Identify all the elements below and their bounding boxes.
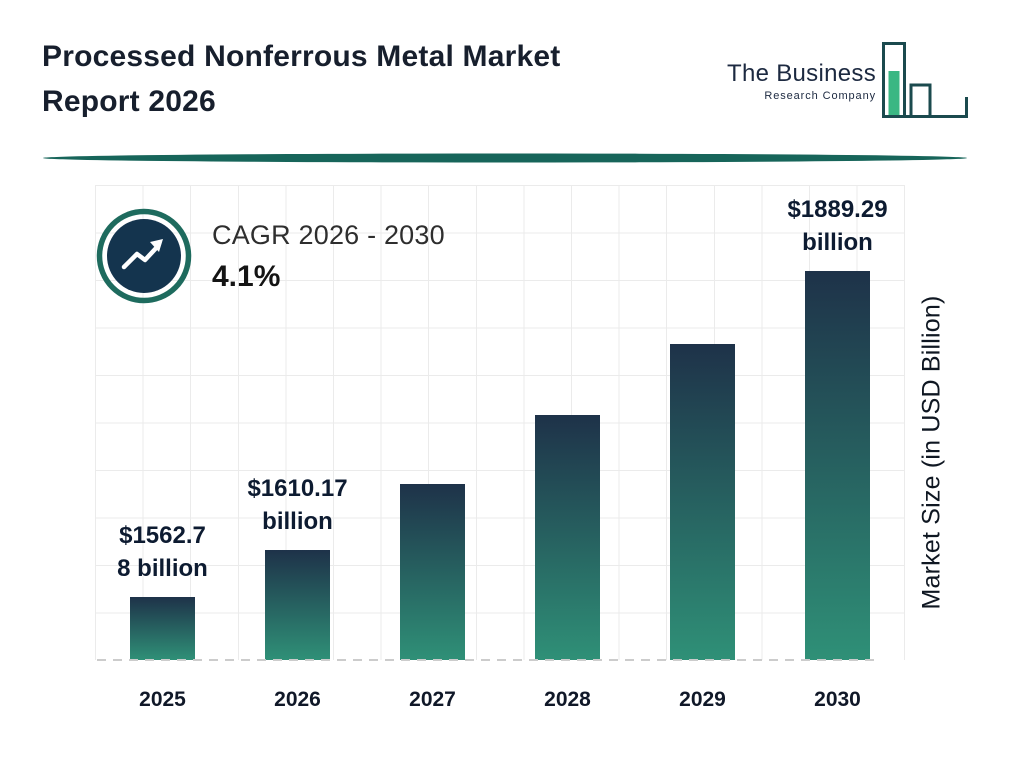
x-axis-tick-label: 2030 xyxy=(814,688,861,711)
bar-column: $1610.17 billion 2026 xyxy=(230,185,365,711)
divider xyxy=(42,152,968,164)
bar xyxy=(400,484,465,660)
bar-column: $1562.7 8 billion 2025 xyxy=(95,185,230,711)
logo-company-name: The Business xyxy=(726,60,876,87)
bar-value-label: $1562.7 8 billion xyxy=(117,522,208,582)
cagr-value: 4.1% xyxy=(212,260,281,293)
bar xyxy=(130,597,195,660)
y-axis-title: Market Size (in USD Billion) xyxy=(917,295,946,610)
bar-value-label: $1889.29 billion xyxy=(787,196,888,256)
trend-arrow-icon xyxy=(96,208,192,304)
bar-value-label: $1610.17 billion xyxy=(247,475,348,535)
bar-chart: $1562.7 8 billion 2025 $1610.17 billion 202… xyxy=(95,185,905,711)
x-axis-tick-label: 2025 xyxy=(139,688,186,711)
company-logo: The Business Research Company xyxy=(727,42,968,120)
bar xyxy=(265,550,330,660)
logo-text: The Business Research Company xyxy=(727,60,876,102)
bar xyxy=(805,271,870,660)
cagr-badge xyxy=(96,208,192,304)
x-axis-baseline xyxy=(97,659,877,661)
x-axis-tick-label: 2029 xyxy=(679,688,726,711)
x-axis-tick-label: 2027 xyxy=(409,688,456,711)
x-axis-tick-label: 2028 xyxy=(544,688,591,711)
bar-column: $1889.29 billion 2030 xyxy=(770,185,905,711)
chart-plot-area: $1562.7 8 billion 2025 $1610.17 billion 202… xyxy=(95,185,905,711)
x-axis-tick-label: 2026 xyxy=(274,688,321,711)
bar-column: 2028 xyxy=(500,185,635,711)
cagr-text: CAGR 2026 - 2030 4.1% xyxy=(212,220,445,294)
bar xyxy=(670,344,735,660)
bar-column: 2029 xyxy=(635,185,770,711)
page-title: Processed Nonferrous Metal Market Report… xyxy=(42,40,561,118)
bar-chart-logo-icon xyxy=(882,42,968,118)
bar xyxy=(535,415,600,660)
cagr-label: CAGR 2026 - 2030 xyxy=(212,220,445,250)
bar-column: 2027 xyxy=(365,185,500,711)
logo-tagline: Research Company xyxy=(764,90,876,102)
